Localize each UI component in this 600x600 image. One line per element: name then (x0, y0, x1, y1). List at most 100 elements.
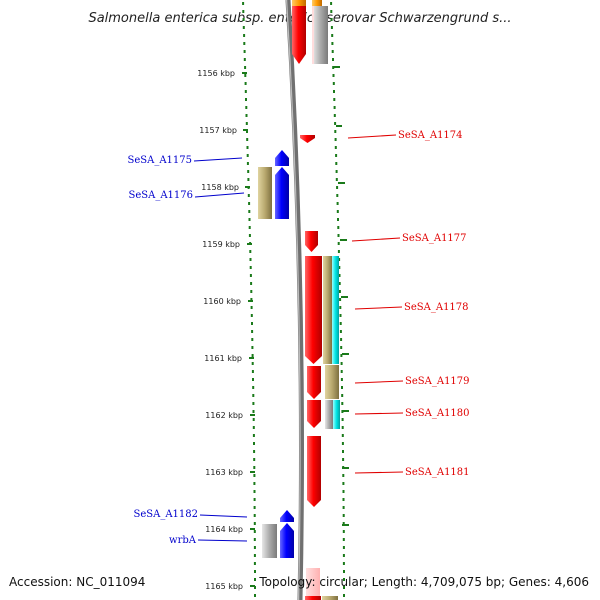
kbp-tick: 1157 kbp (199, 126, 248, 135)
tick-dot (254, 586, 256, 589)
tick-dot (343, 594, 345, 597)
tick-dot (342, 490, 345, 493)
svg-text:SeSA_A1175[interactable]: SeSA_A1175 (127, 155, 192, 166)
gene-bottom-partial[interactable] (306, 568, 320, 600)
kbp-label: 1161 kbp (204, 354, 242, 363)
gene-label-sesa-a1174[interactable]: SeSA_A1174 (347, 130, 463, 141)
tick-dot (253, 450, 256, 453)
tick-dot (333, 106, 336, 109)
gene-label-sesa-a1176[interactable]: SeSA_A1176 (128, 190, 245, 201)
tick-dot (342, 458, 345, 461)
gene-label-sesa-a1177[interactable]: SeSA_A1177 (351, 233, 467, 244)
svg-text:SeSA_A1176[interactable]: SeSA_A1176 (128, 190, 193, 201)
gene-sesa-a1181[interactable] (307, 436, 321, 507)
gene-wrba[interactable] (280, 523, 294, 558)
chromosome-backbone-highlight (286, 0, 301, 600)
tick-dot (339, 322, 342, 325)
kbp-scale: 1156 kbp 1157 kbp 1158 kbp 1159 kbp 1160… (197, 69, 255, 591)
svg-text:SeSA_A1182[interactable]: SeSA_A1182 (133, 509, 198, 520)
gene-label-sesa-a1181[interactable]: SeSA_A1181 (354, 467, 470, 478)
gene-label-sesa-a1178[interactable]: SeSA_A1178 (354, 302, 469, 313)
svg-text:SeSA_A1178[interactable]: SeSA_A1178 (404, 302, 469, 313)
tick-dot (253, 490, 256, 493)
tick-dot (334, 130, 337, 133)
gene-label-sesa-a1179[interactable]: SeSA_A1179 (354, 376, 470, 387)
svg-text:SeSA_A1181[interactable]: SeSA_A1181 (405, 467, 470, 478)
tick-dot (243, 58, 246, 61)
tick-dot (250, 282, 253, 285)
gene-sesa-a1179[interactable] (307, 366, 321, 399)
tick-dot (254, 594, 256, 597)
tick-dot (339, 298, 342, 301)
tick-dot (340, 354, 343, 357)
kbp-tick: 1164 kbp (205, 525, 255, 534)
tick-dot (339, 306, 342, 309)
tick-dot (331, 42, 334, 45)
gene-sesa-a1177[interactable] (305, 231, 318, 252)
gene-label-sesa-a1175[interactable]: SeSA_A1175 (127, 155, 243, 166)
gene-sesa-a1178-feature-cyan[interactable] (332, 256, 339, 364)
kbp-label: 1158 kbp (201, 183, 239, 192)
tick-dot (252, 394, 255, 397)
tick-dot (334, 146, 337, 149)
gene-wrba-feature[interactable] (262, 524, 277, 558)
kbp-tick: 1161 kbp (204, 354, 254, 363)
tick-dot (337, 226, 340, 229)
tick-dot (252, 402, 255, 405)
gene-sesa-a1178-feature-tan[interactable] (323, 256, 332, 364)
gene-sesa-a1180[interactable] (307, 400, 321, 428)
svg-text:SeSA_A1179[interactable]: SeSA_A1179 (405, 376, 470, 387)
gene-sesa-a1175[interactable] (275, 150, 289, 166)
tick-dot (249, 266, 252, 269)
tick-dot (339, 330, 342, 333)
gene-sesa-a1179-feature[interactable] (325, 365, 339, 399)
gene-sesa-a1174[interactable] (300, 135, 315, 143)
tick-dot (342, 522, 345, 525)
kbp-label: 1162 kbp (205, 411, 243, 420)
gene-sesa-a1182[interactable] (280, 510, 294, 522)
gene-sesa-a1178[interactable] (305, 256, 322, 364)
tick-dot (251, 362, 254, 365)
svg-text:SeSA_A1177[interactable]: SeSA_A1177 (402, 233, 467, 244)
tick-dot (242, 10, 245, 13)
gene-sesa-a1176-feature[interactable] (258, 167, 272, 219)
tick-dot (330, 10, 333, 13)
tick-dot (252, 386, 255, 389)
tick-dot (252, 426, 255, 429)
kbp-label: 1165 kbp (205, 582, 243, 591)
tick-dot (251, 338, 254, 341)
kbp-tick: 1163 kbp (205, 468, 255, 477)
tick-dot (332, 58, 334, 61)
tick-dot (253, 458, 256, 461)
right-tick-marks (333, 66, 349, 526)
tick-dot (250, 314, 253, 317)
tick-dot (249, 250, 252, 253)
gene-label-sesa-a1182[interactable]: SeSA_A1182 (133, 509, 248, 520)
svg-text:wrbA[interactable]: wrbA (169, 535, 197, 546)
tick-dot (244, 74, 247, 77)
tick-dot (250, 290, 253, 293)
tick-dot (342, 474, 345, 477)
gene-sesa-a1180-feature-cyan[interactable] (333, 400, 340, 429)
tick-dot (253, 562, 256, 565)
tick-dot (253, 466, 256, 469)
tick-dot (335, 162, 338, 165)
gene-label-wrba[interactable]: wrbA (169, 535, 248, 546)
tick-dot (248, 226, 251, 229)
svg-text:SeSA_A1180[interactable]: SeSA_A1180 (405, 408, 470, 419)
tick-dot (246, 146, 249, 149)
gene-bottom-partial-red[interactable] (305, 596, 321, 600)
gene-bottom-partial-tan[interactable] (322, 596, 338, 600)
gene-sesa-a1180-feature-gray[interactable] (325, 400, 333, 429)
tick-dot (246, 162, 249, 165)
gene-sesa-a1176[interactable] (275, 167, 289, 219)
tick-dot (244, 82, 247, 85)
svg-text:SeSA_A1174[interactable]: SeSA_A1174 (398, 130, 463, 141)
tick-dot (336, 186, 339, 189)
gene-top-partial[interactable] (292, 0, 328, 64)
tick-dot (342, 482, 345, 485)
gene-label-sesa-a1180[interactable]: SeSA_A1180 (354, 408, 470, 419)
tick-dot (251, 354, 254, 357)
